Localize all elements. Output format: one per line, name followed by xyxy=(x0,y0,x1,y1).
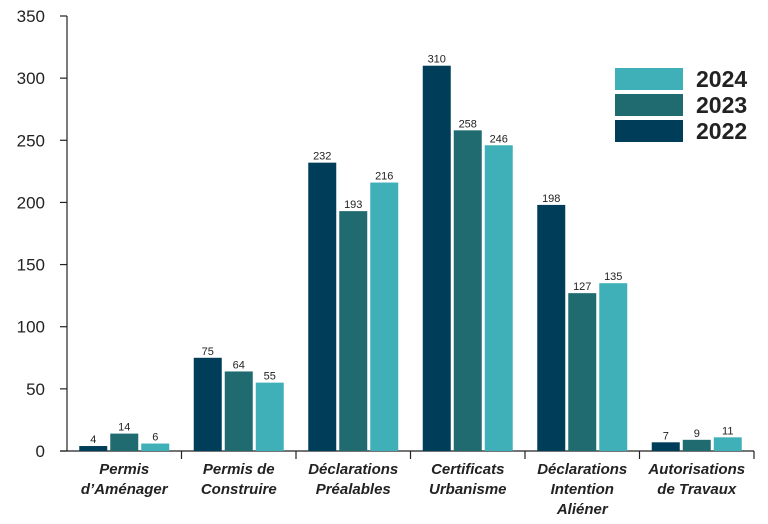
x-category-labels: Permis d’Aménager Permis de Construire Décla… xyxy=(81,461,745,518)
data-label: 7 xyxy=(663,430,669,442)
x-category-label-line: Déclarations xyxy=(308,461,398,478)
data-label: 11 xyxy=(722,425,733,437)
data-label: 64 xyxy=(233,359,245,371)
bar-2022 xyxy=(651,442,680,451)
bar-2023 xyxy=(682,439,711,451)
x-category-label-line: Préalables xyxy=(316,481,391,498)
data-label: 4 xyxy=(90,434,96,446)
bar-2023 xyxy=(110,433,139,451)
data-label: 246 xyxy=(490,133,508,145)
y-tick-label: 50 xyxy=(26,380,45,399)
legend-label: 2022 xyxy=(696,118,747,144)
x-category-label-line: Déclarations xyxy=(537,461,627,478)
x-category-label-line: d’Aménager xyxy=(81,481,169,498)
data-label: 258 xyxy=(459,118,477,130)
data-label: 6 xyxy=(152,432,158,444)
x-category-label-line: Construire xyxy=(201,481,277,498)
x-category-label: Autorisations de Travaux xyxy=(647,461,745,498)
x-category-label-line: Permis de xyxy=(203,461,275,478)
data-label: 310 xyxy=(428,54,446,66)
y-tick-label: 350 xyxy=(17,7,45,26)
x-category-label: Permis d’Aménager xyxy=(81,461,169,498)
data-label: 14 xyxy=(118,422,130,434)
data-labels: 4 14 6 75 64 55 232 193 216 310 258 246 198 127 135 7 9 1… xyxy=(90,54,733,446)
x-category-label-line: Intention xyxy=(551,481,614,498)
x-category-label: Déclarations Préalables xyxy=(308,461,398,498)
bar-2023 xyxy=(568,293,597,451)
bar-2024 xyxy=(713,437,742,451)
legend-label: 2024 xyxy=(696,66,747,92)
bar-2024 xyxy=(255,382,284,451)
bar-2022 xyxy=(537,204,566,451)
bar-2024 xyxy=(370,182,399,452)
data-label: 193 xyxy=(344,199,362,211)
y-tick-label: 0 xyxy=(36,442,45,461)
data-label: 216 xyxy=(375,171,393,183)
bar-2023 xyxy=(339,211,368,451)
x-category-label: Déclarations Intention Aliéner xyxy=(537,461,627,518)
data-label: 75 xyxy=(202,346,214,358)
bar-2022 xyxy=(308,162,337,451)
data-label: 127 xyxy=(573,281,591,293)
bar-2022 xyxy=(79,446,108,451)
data-label: 55 xyxy=(264,371,276,383)
legend-swatch-2023 xyxy=(615,94,683,116)
bar-2024 xyxy=(599,283,628,451)
x-category-label-line: Certificats xyxy=(431,461,504,478)
x-category-label-line: de Travaux xyxy=(657,481,737,498)
x-category-label: Certificats Urbanisme xyxy=(429,461,507,498)
bar-2023 xyxy=(453,130,482,452)
y-tick-label: 150 xyxy=(17,256,45,275)
y-tick-label: 200 xyxy=(17,193,45,212)
y-tick-label: 100 xyxy=(17,318,45,337)
legend-swatch-2024 xyxy=(615,68,683,90)
y-tick-label: 250 xyxy=(17,131,45,150)
x-category-label: Permis de Construire xyxy=(201,461,277,498)
legend-swatch-2022 xyxy=(615,120,683,142)
bar-2024 xyxy=(484,145,513,451)
data-label: 135 xyxy=(604,271,622,283)
x-category-label-line: Autorisations xyxy=(647,461,745,478)
bar-2022 xyxy=(193,357,222,451)
legend-label: 2023 xyxy=(696,92,747,118)
x-category-label-line: Aliéner xyxy=(556,501,609,518)
bar-2022 xyxy=(422,65,451,451)
bars xyxy=(79,65,742,452)
data-label: 198 xyxy=(542,193,560,205)
bar-2024 xyxy=(141,443,170,451)
y-tick-label: 300 xyxy=(17,69,45,88)
axes: 0 50 100 150 200 250 300 350 xyxy=(17,7,755,461)
data-label: 232 xyxy=(313,151,331,163)
data-label: 9 xyxy=(694,428,700,440)
x-category-label-line: Permis xyxy=(99,461,149,478)
bar-2023 xyxy=(224,371,253,451)
x-category-label-line: Urbanisme xyxy=(429,481,507,498)
